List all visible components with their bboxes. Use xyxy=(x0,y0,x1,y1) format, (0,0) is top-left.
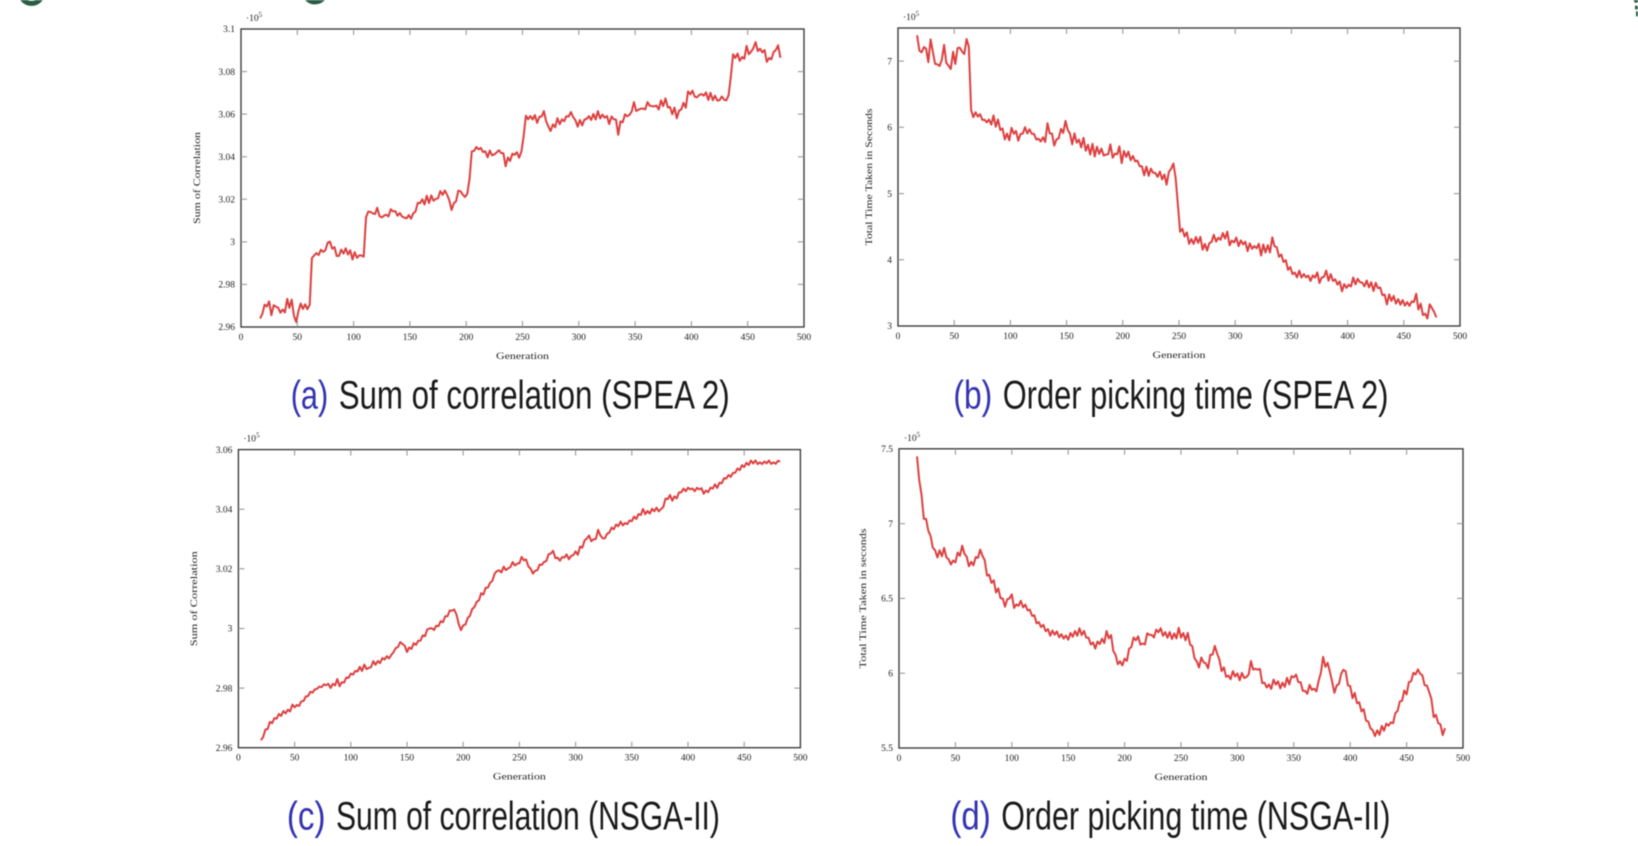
svg-text:500: 500 xyxy=(793,754,808,764)
svg-text:Sum of Correlation: Sum of Correlation xyxy=(192,132,203,224)
svg-text:3.04: 3.04 xyxy=(216,505,233,515)
svg-text:150: 150 xyxy=(1061,754,1076,764)
svg-text:6.5: 6.5 xyxy=(881,595,893,605)
svg-text:150: 150 xyxy=(1059,332,1074,342)
svg-text:350: 350 xyxy=(625,754,640,764)
svg-text:Sum of correlation (NSGA-II): Sum of correlation (NSGA-II) xyxy=(336,794,720,838)
svg-text:300: 300 xyxy=(1230,754,1245,764)
svg-text:300: 300 xyxy=(572,333,587,343)
svg-text:7.5: 7.5 xyxy=(881,445,893,455)
svg-text:·105: ·105 xyxy=(903,10,920,23)
svg-text:250: 250 xyxy=(512,754,527,764)
svg-text:450: 450 xyxy=(1397,332,1412,342)
svg-text:150: 150 xyxy=(400,754,415,764)
svg-text:3.06: 3.06 xyxy=(216,446,233,456)
svg-text:3: 3 xyxy=(230,238,235,248)
svg-text:250: 250 xyxy=(515,333,530,343)
svg-text:0: 0 xyxy=(236,754,241,764)
svg-text:7: 7 xyxy=(888,520,893,530)
svg-text:Sum of correlation (SPEA 2): Sum of correlation (SPEA 2) xyxy=(339,374,730,418)
svg-text:3.1: 3.1 xyxy=(223,25,235,35)
svg-text:0: 0 xyxy=(896,332,901,342)
svg-text:Generation: Generation xyxy=(1155,773,1208,783)
svg-text:250: 250 xyxy=(1174,754,1189,764)
svg-text:4: 4 xyxy=(887,256,892,266)
svg-text:500: 500 xyxy=(797,333,812,343)
svg-text:Sum of Correlation: Sum of Correlation xyxy=(189,551,200,646)
svg-text:3.02: 3.02 xyxy=(216,565,233,575)
svg-text:450: 450 xyxy=(1399,754,1414,764)
svg-text:Order picking time (NSGA-II): Order picking time (NSGA-II) xyxy=(1001,794,1390,838)
svg-text:350: 350 xyxy=(1284,332,1299,342)
svg-text:200: 200 xyxy=(1116,332,1131,342)
svg-text:3: 3 xyxy=(228,625,233,635)
svg-text:500: 500 xyxy=(1453,332,1468,342)
svg-text:50: 50 xyxy=(949,332,959,342)
svg-text:Total Time Taken in Seconds: Total Time Taken in Seconds xyxy=(865,108,875,245)
svg-text:400: 400 xyxy=(684,333,699,343)
svg-text:(d): (d) xyxy=(950,794,990,838)
svg-text:250: 250 xyxy=(1172,332,1187,342)
svg-text:200: 200 xyxy=(1117,754,1132,764)
svg-text:0: 0 xyxy=(897,754,902,764)
svg-text:450: 450 xyxy=(737,754,752,764)
svg-text:5.5: 5.5 xyxy=(881,744,893,754)
svg-text:Order picking time (SPEA 2): Order picking time (SPEA 2) xyxy=(1003,374,1389,418)
svg-text:·105: ·105 xyxy=(246,11,263,24)
svg-text:0: 0 xyxy=(239,333,244,343)
svg-text:350: 350 xyxy=(628,333,643,343)
svg-text:7: 7 xyxy=(887,57,892,67)
svg-text:3.02: 3.02 xyxy=(218,196,235,206)
svg-text:2.98: 2.98 xyxy=(218,281,235,291)
svg-text:450: 450 xyxy=(741,333,756,343)
svg-text:3: 3 xyxy=(887,322,892,332)
svg-text:2.96: 2.96 xyxy=(218,323,235,333)
svg-text:Generation: Generation xyxy=(1153,351,1206,361)
svg-text:350: 350 xyxy=(1287,754,1302,764)
svg-text:Generation: Generation xyxy=(493,773,546,783)
svg-text:400: 400 xyxy=(1340,332,1355,342)
svg-text:5: 5 xyxy=(887,190,892,200)
svg-text:100: 100 xyxy=(346,333,361,343)
svg-text:200: 200 xyxy=(459,333,474,343)
svg-text:50: 50 xyxy=(290,754,300,764)
svg-text:2.98: 2.98 xyxy=(216,684,233,694)
svg-text:300: 300 xyxy=(568,754,583,764)
svg-text:(b): (b) xyxy=(953,374,992,418)
svg-text:150: 150 xyxy=(403,333,418,343)
svg-text:·105: ·105 xyxy=(243,432,260,445)
svg-text:100: 100 xyxy=(1003,332,1018,342)
svg-text:3.08: 3.08 xyxy=(218,68,235,78)
svg-text:100: 100 xyxy=(1005,754,1020,764)
svg-text:Total Time Taken in seconds: Total Time Taken in seconds xyxy=(859,528,869,668)
svg-text:3.04: 3.04 xyxy=(218,153,235,163)
svg-text:400: 400 xyxy=(1343,754,1358,764)
svg-text:(a): (a) xyxy=(291,374,329,418)
svg-text:6: 6 xyxy=(888,669,893,679)
svg-text:100: 100 xyxy=(344,754,359,764)
svg-text:400: 400 xyxy=(681,754,696,764)
svg-text:Generation: Generation xyxy=(496,352,549,362)
svg-text:300: 300 xyxy=(1228,332,1243,342)
svg-text:·105: ·105 xyxy=(904,431,921,444)
svg-text:2.96: 2.96 xyxy=(216,744,233,754)
svg-text:(c): (c) xyxy=(287,794,326,838)
svg-text:6: 6 xyxy=(887,124,892,134)
svg-text:3.06: 3.06 xyxy=(218,110,235,120)
svg-text:50: 50 xyxy=(951,754,961,764)
svg-text:50: 50 xyxy=(293,333,303,343)
svg-text:500: 500 xyxy=(1456,754,1471,764)
svg-text:200: 200 xyxy=(456,754,471,764)
